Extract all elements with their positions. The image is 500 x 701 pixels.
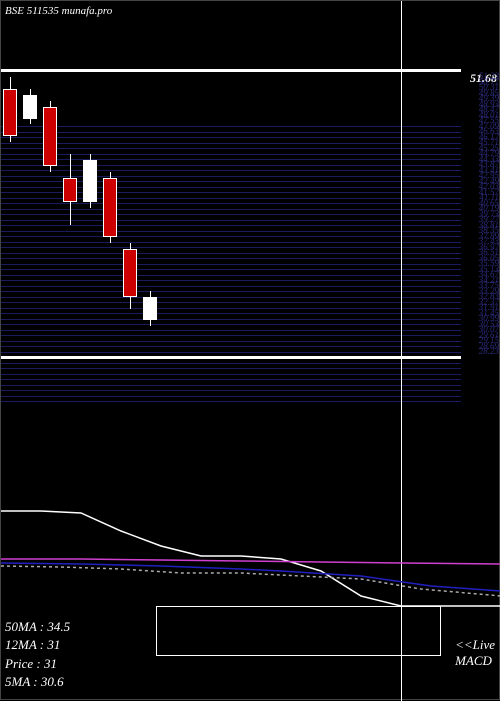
price-chart: 51.68 51.2350.7750.3149.8549.3948.9348.4… — [1, 21, 500, 421]
resistance-band — [1, 69, 461, 72]
macd-box — [156, 606, 441, 656]
chart-container: BSE 511535 munafa.pro 51.68 51.2350.7750… — [0, 0, 500, 700]
y-tick-label: 28.23 — [479, 346, 499, 356]
macd-label: <<Live MACD — [455, 637, 495, 669]
macd-text: MACD — [455, 653, 495, 669]
live-label: <<Live — [455, 637, 495, 653]
info-panel: 50MA : 34.5 12MA : 31 Price : 31 5MA : 3… — [5, 618, 70, 691]
cursor-line — [401, 1, 402, 701]
price-label: Price : 31 — [5, 655, 70, 673]
ma5-label: 5MA : 30.6 — [5, 673, 70, 691]
support-band — [1, 356, 461, 359]
chart-title: BSE 511535 munafa.pro — [5, 5, 112, 17]
ma50-label: 50MA : 34.5 — [5, 618, 70, 636]
ma12-label: 12MA : 31 — [5, 636, 70, 654]
